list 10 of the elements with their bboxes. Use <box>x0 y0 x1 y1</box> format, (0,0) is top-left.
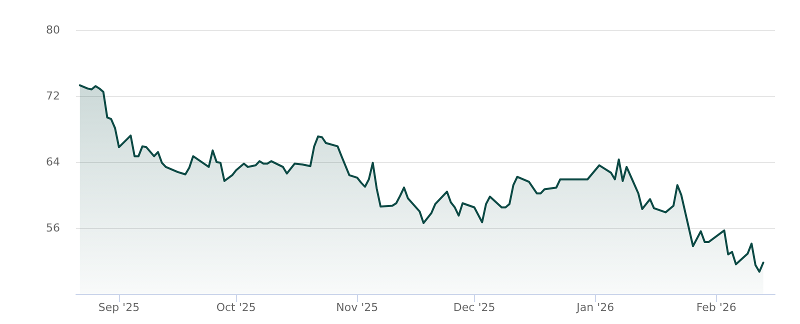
y-tick-label: 80 <box>46 24 60 36</box>
y-tick-label: 56 <box>46 222 60 234</box>
y-tick-label: 72 <box>46 90 60 102</box>
y-tick-label: 64 <box>46 156 60 168</box>
x-tick-label: Dec '25 <box>453 301 496 314</box>
x-tick-label: Nov '25 <box>336 301 378 314</box>
x-tick-label: Feb '26 <box>696 301 736 314</box>
x-tick-label: Jan '26 <box>576 301 614 314</box>
x-tick-label: Oct '25 <box>216 301 256 314</box>
x-tick-label: Sep '25 <box>98 301 140 314</box>
